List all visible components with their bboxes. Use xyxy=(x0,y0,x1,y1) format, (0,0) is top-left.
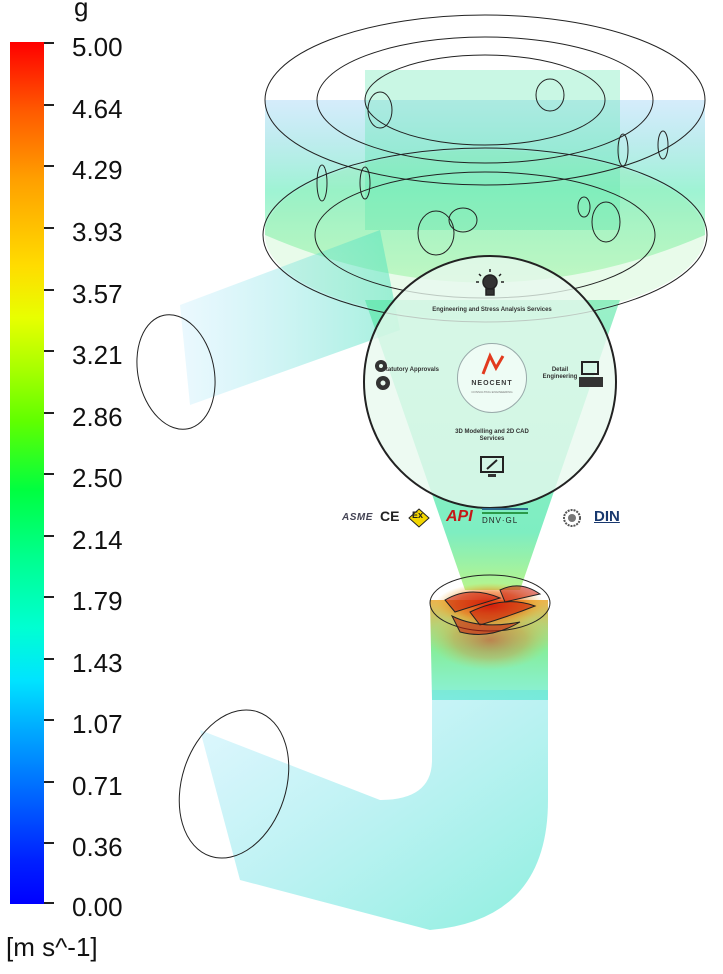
ce-mark-logo: CE xyxy=(380,508,400,524)
neocent-logo: NEOCENT CONSULTING ENGINEERING xyxy=(457,343,527,413)
brand-tagline: CONSULTING ENGINEERING xyxy=(471,390,513,394)
colorbar-tick xyxy=(44,350,54,352)
neocent-mark-icon xyxy=(481,352,505,375)
colorbar-tick-label: 3.21 xyxy=(72,340,123,370)
certification-logos: ASME CE Ex API DNV·GL DIN xyxy=(342,508,642,530)
brand-name: NEOCENT xyxy=(471,380,513,387)
colorbar-tick xyxy=(44,719,54,721)
colorbar-tick-label: 1.07 xyxy=(72,709,123,739)
colorbar-tick xyxy=(44,658,54,660)
colorbar-tick-label: 2.50 xyxy=(72,463,123,493)
service-stress-analysis: Engineering and Stress Analysis Services xyxy=(432,307,552,313)
colorbar-tick-label: 1.79 xyxy=(72,586,123,616)
service-statutory-approvals: Statutory Approvals xyxy=(381,367,439,373)
services-infographic: Engineering and Stress Analysis Services… xyxy=(363,255,617,509)
colorbar-tick xyxy=(44,842,54,844)
colorbar-tick xyxy=(44,473,54,475)
colorbar-tick-label: 5.00 xyxy=(72,32,123,62)
colorbar-tick-label: 0.00 xyxy=(72,892,123,922)
service-3d-modelling: 3D Modelling and 2D CAD Services xyxy=(455,429,529,443)
colorbar-tick xyxy=(44,165,54,167)
atex-logo: Ex xyxy=(408,508,430,531)
velocity-colorbar xyxy=(10,42,44,904)
colorbar-tick xyxy=(44,227,54,229)
colorbar-tick-label: 3.57 xyxy=(72,279,123,309)
gears-icon xyxy=(375,360,390,390)
colorbar-tick-label: 3.93 xyxy=(72,217,123,247)
workstation-icon xyxy=(579,361,603,387)
atex-label: Ex xyxy=(412,510,424,520)
colorbar-tick xyxy=(44,412,54,414)
colorbar-tick xyxy=(44,42,54,44)
caption-fragment: g xyxy=(74,0,89,22)
colorbar-units: [m s^-1] xyxy=(6,932,98,962)
colorbar-tick xyxy=(44,902,54,904)
lightbulb-icon xyxy=(476,269,504,296)
dnv-gl-label: DNV·GL xyxy=(482,516,519,525)
colorbar-tick xyxy=(44,289,54,291)
colorbar-tick-label: 2.14 xyxy=(72,525,123,555)
colorbar-tick-label: 4.64 xyxy=(72,94,123,124)
colorbar-tick-label: 1.43 xyxy=(72,648,123,678)
service-detail-engineering: Detail Engineering xyxy=(542,367,578,381)
colorbar-tick-label: 0.71 xyxy=(72,771,123,801)
monitor-pen-icon xyxy=(480,456,504,477)
colorbar-tick-label: 4.29 xyxy=(72,155,123,185)
seal-icon xyxy=(562,508,582,531)
din-logo: DIN xyxy=(594,508,620,525)
asme-logo: ASME xyxy=(342,512,373,523)
colorbar-tick xyxy=(44,781,54,783)
api-logo: API xyxy=(446,508,473,525)
colorbar-tick-label: 0.36 xyxy=(72,832,123,862)
colorbar-tick xyxy=(44,104,54,106)
colorbar-tick xyxy=(44,596,54,598)
colorbar-tick xyxy=(44,535,54,537)
colorbar-tick-label: 2.86 xyxy=(72,402,123,432)
